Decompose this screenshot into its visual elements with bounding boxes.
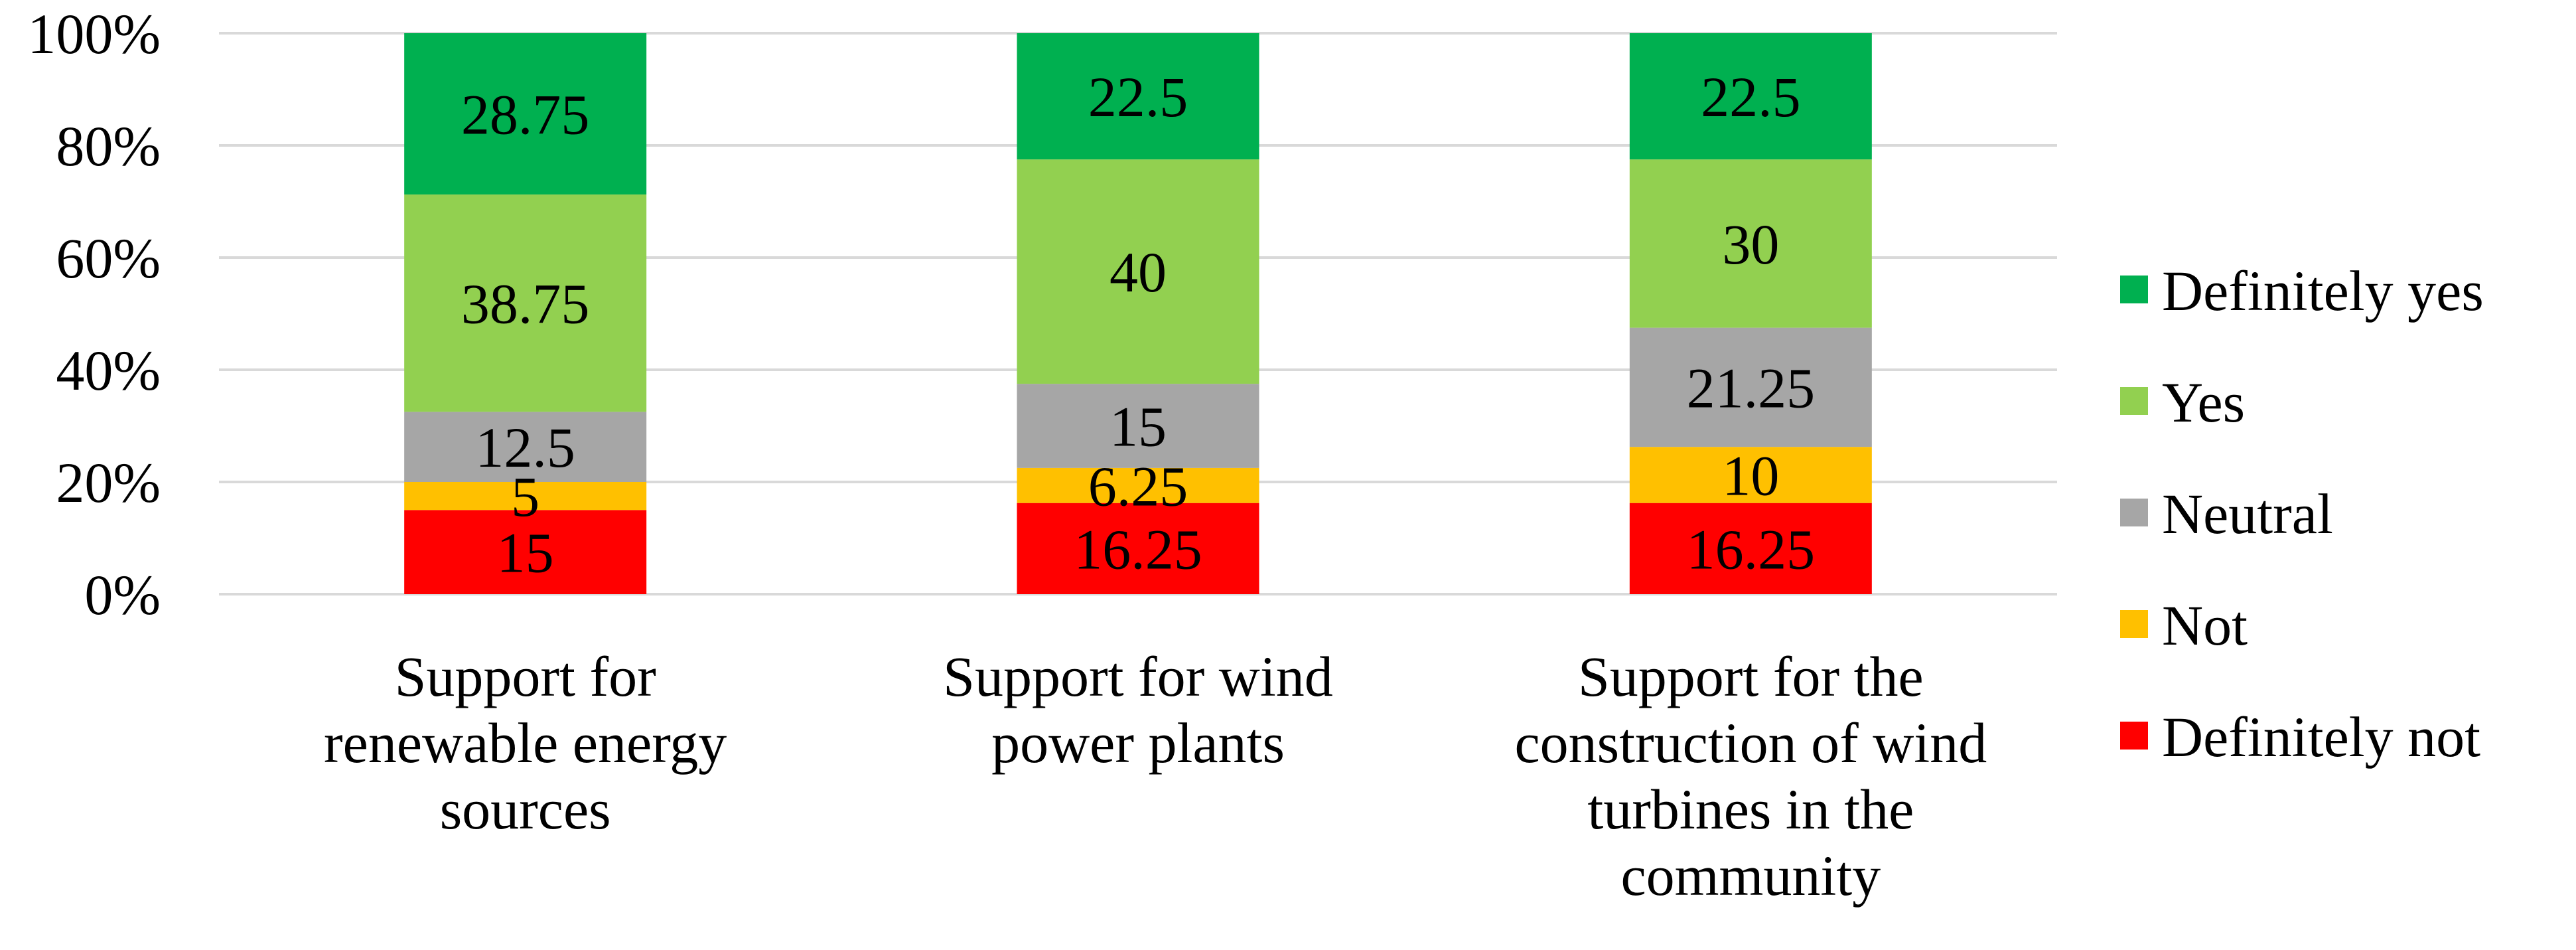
x-category-label: community [1620, 844, 1881, 908]
bar-segment-definitely-yes [1629, 33, 1872, 160]
y-tick-label: 0% [84, 563, 161, 627]
data-label: 16.25 [1074, 517, 1202, 581]
legend: Definitely yes Yes Neutral Not Definitely no… [2120, 259, 2484, 769]
data-label: 5 [511, 465, 539, 528]
legend-swatch-definitely-yes [2120, 276, 2148, 303]
bar-segment-definitely-not [1017, 503, 1259, 594]
y-tick-label: 40% [56, 339, 161, 402]
bar-segment-not [1017, 467, 1259, 503]
bar-segment-not [1629, 447, 1872, 503]
data-labels: 15512.538.7528.7516.256.25154022.516.251… [461, 65, 1815, 585]
data-label: 15 [497, 521, 554, 585]
bar-segment-yes [404, 194, 647, 412]
x-category-label: construction of wind [1514, 711, 1987, 775]
legend-swatch-not [2120, 610, 2148, 638]
bar-segment-neutral [1017, 384, 1259, 468]
data-label: 16.25 [1687, 517, 1816, 581]
y-tick-label: 100% [27, 2, 161, 66]
y-tick-label: 20% [56, 451, 161, 515]
bar-segment-yes [1017, 159, 1259, 384]
bar-segment-neutral [1629, 327, 1872, 447]
legend-label: Definitely yes [2162, 259, 2484, 323]
y-tick-label: 60% [56, 226, 161, 290]
bar-segment-definitely-not [404, 510, 647, 594]
bar-segment-neutral [404, 412, 647, 482]
data-label: 15 [1109, 395, 1167, 459]
data-label: 6.25 [1088, 454, 1188, 518]
x-category-label: sources [440, 777, 611, 841]
legend-label: Neutral [2162, 482, 2333, 546]
bar-segment-definitely-yes [404, 33, 647, 195]
data-label: 22.5 [1088, 65, 1188, 129]
x-category-label: turbines in the [1587, 777, 1914, 841]
data-label: 12.5 [475, 416, 575, 479]
bars [404, 33, 1872, 594]
y-axis-ticks: 0% 20% 40% 60% 80% 100% [27, 2, 161, 627]
data-label: 38.75 [461, 272, 590, 336]
bar-segment-not [404, 482, 647, 511]
bar-segment-yes [1629, 159, 1872, 328]
legend-swatch-neutral [2120, 499, 2148, 526]
bar-segment-definitely-not [1629, 503, 1872, 594]
data-label: 21.25 [1687, 356, 1816, 420]
legend-swatch-yes [2120, 387, 2148, 415]
legend-label: Yes [2162, 370, 2245, 434]
y-tick-label: 80% [56, 114, 161, 178]
legend-label: Not [2162, 594, 2248, 657]
x-category-label: renewable energy [324, 711, 727, 775]
x-category-label: Support for the [1578, 645, 1924, 708]
data-label: 28.75 [461, 82, 590, 146]
legend-label: Definitely not [2162, 705, 2480, 769]
data-label: 40 [1109, 240, 1167, 304]
data-label: 22.5 [1701, 65, 1801, 129]
x-category-label: Support for wind [943, 645, 1333, 708]
data-label: 30 [1722, 212, 1779, 276]
bar-segment-definitely-yes [1017, 33, 1259, 160]
x-category-label: power plants [991, 711, 1285, 775]
legend-swatch-definitely-not [2120, 722, 2148, 750]
data-label: 10 [1722, 443, 1779, 507]
x-category-label: Support for [395, 645, 656, 708]
